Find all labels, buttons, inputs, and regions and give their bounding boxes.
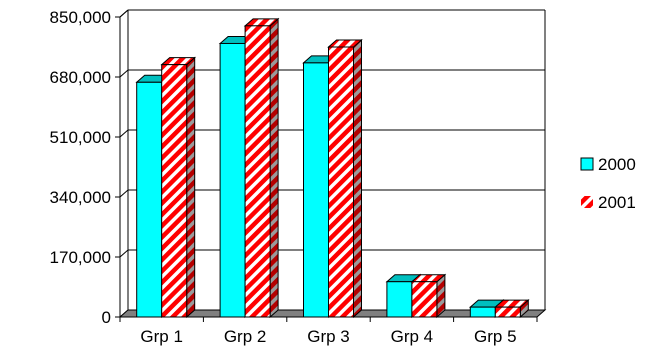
y-tick-label: 680,000 bbox=[50, 68, 111, 87]
bars bbox=[135, 17, 530, 319]
bar-front bbox=[386, 281, 413, 318]
bar-front bbox=[303, 62, 329, 318]
y-tick-labels: 0 170,000 340,000 510,000 680,000 850,000 bbox=[50, 8, 111, 327]
bar-side bbox=[353, 38, 362, 319]
back-wall-top-edge bbox=[119, 9, 129, 18]
bar bbox=[160, 56, 197, 319]
bar bbox=[493, 299, 530, 319]
y-tick-label: 0 bbox=[102, 308, 111, 327]
bar bbox=[327, 38, 363, 319]
x-tick-label: Grp 5 bbox=[474, 327, 517, 346]
bar-front bbox=[328, 46, 354, 318]
bar bbox=[410, 273, 447, 319]
bar-front bbox=[219, 42, 246, 318]
y-tick-label: 850,000 bbox=[50, 8, 111, 27]
legend-swatch-2001 bbox=[581, 196, 593, 208]
bar-front bbox=[411, 281, 438, 318]
y-tick-label: 340,000 bbox=[50, 188, 111, 207]
bar-front bbox=[469, 306, 496, 318]
gridline-side bbox=[119, 129, 129, 138]
y-tick-label: 510,000 bbox=[50, 128, 111, 147]
x-tick-label: Grp 1 bbox=[140, 327, 183, 346]
bar-side bbox=[269, 17, 279, 319]
legend-label-2001: 2001 bbox=[598, 193, 636, 212]
legend-label-2000: 2000 bbox=[598, 155, 636, 174]
gridline-side bbox=[119, 69, 129, 78]
bar-front bbox=[136, 81, 163, 318]
y-tick-label: 170,000 bbox=[50, 248, 111, 267]
bar bbox=[243, 17, 280, 319]
x-tick-labels: Grp 1 Grp 2 Grp 3 Grp 4 Grp 5 bbox=[140, 327, 516, 346]
gridline-side bbox=[119, 189, 129, 198]
gridline-side bbox=[119, 249, 129, 258]
bar-side bbox=[186, 56, 196, 319]
x-tick-label: Grp 3 bbox=[307, 327, 350, 346]
legend: 2000 2001 bbox=[580, 155, 636, 212]
bar-front bbox=[161, 64, 188, 318]
x-tick-label: Grp 4 bbox=[391, 327, 434, 346]
x-tick-label: Grp 2 bbox=[224, 327, 267, 346]
bar-front bbox=[494, 306, 521, 318]
legend-swatch-2000 bbox=[580, 157, 594, 171]
bar-front bbox=[244, 25, 271, 318]
